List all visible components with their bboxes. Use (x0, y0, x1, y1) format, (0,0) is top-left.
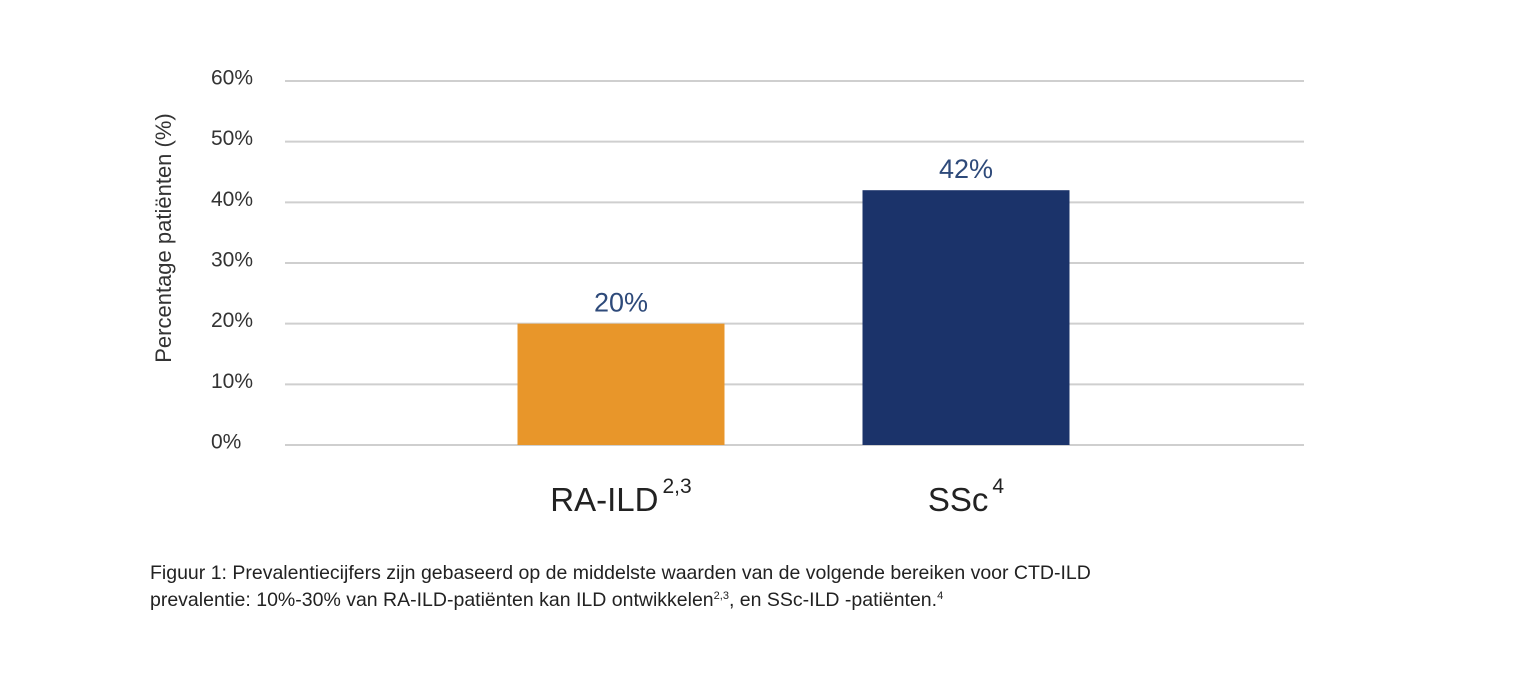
bar-value-label: 42% (939, 154, 993, 184)
caption-ref-4: 4 (937, 590, 944, 602)
y-axis-label: Percentage patiënten (%) (151, 113, 176, 363)
bar (862, 190, 1070, 445)
bars: 20% 42% (517, 154, 1070, 445)
caption-line-1: Figuur 1: Prevalentiecijfers zijn gebase… (150, 562, 1091, 584)
y-tick-label: 60% (211, 67, 253, 90)
caption-line-2: prevalentie: 10%-30% van RA-ILD-patiënte… (150, 587, 1350, 614)
category-labels: RA-ILD 2,3 SSc 4 (550, 475, 1004, 518)
y-tick-label: 10% (211, 370, 253, 393)
bar (517, 323, 725, 445)
bar-chart: 0% 10% 20% 30% 40% 50% 60% Percentage patiënte… (151, 67, 1304, 518)
category-label: SSc 4 (928, 475, 1005, 518)
y-tick-labels: 0% 10% 20% 30% 40% 50% 60% (211, 67, 253, 454)
y-tick-label: 0% (211, 431, 241, 454)
y-tick-label: 40% (211, 188, 253, 211)
caption-line-2-end: , en SSc-ILD -patiënten. (728, 589, 938, 611)
figure-caption: Figuur 1: Prevalentiecijfers zijn gebase… (150, 560, 1350, 614)
y-tick-label: 50% (211, 127, 253, 150)
y-tick-label: 30% (211, 249, 253, 272)
bar-value-label: 20% (594, 288, 648, 318)
caption-line-2-text: prevalentie: 10%-30% van RA-ILD-patiënte… (150, 589, 714, 611)
y-tick-label: 20% (211, 309, 253, 332)
caption-ref-2-3: 2,3 (713, 590, 729, 602)
gridlines (285, 80, 1304, 446)
category-label: RA-ILD 2,3 (550, 475, 691, 518)
